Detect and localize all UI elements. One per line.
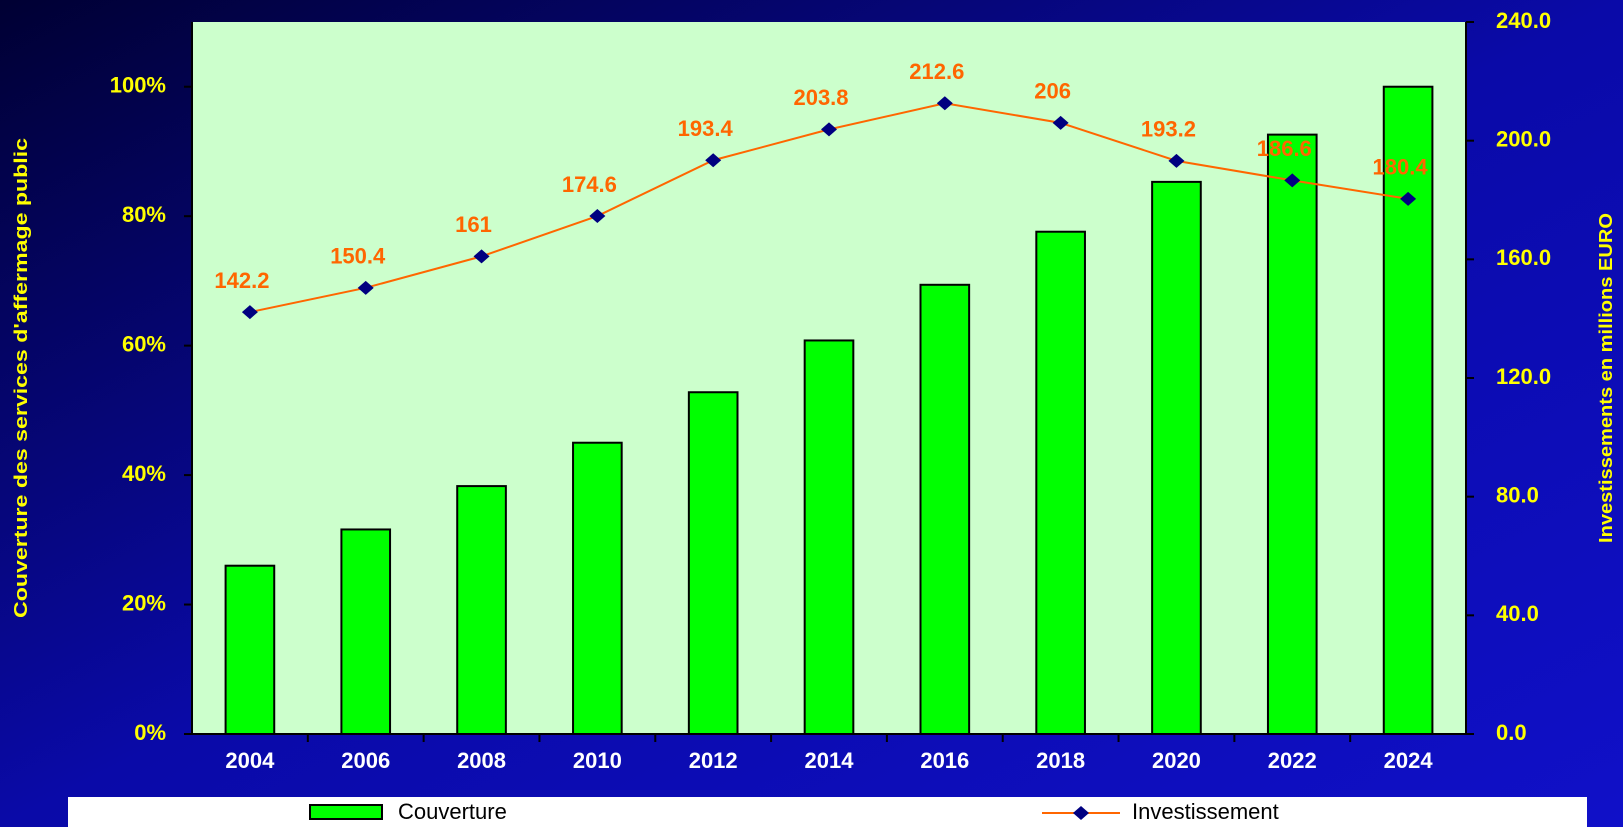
x-tick-label: 2024	[1384, 748, 1434, 773]
x-tick-label: 2018	[1036, 748, 1085, 773]
y-tick-label: 80%	[122, 202, 166, 227]
x-tick-label: 2006	[341, 748, 390, 773]
x-tick-label: 2008	[457, 748, 506, 773]
marker	[821, 122, 837, 137]
data-label: 150.4	[330, 244, 386, 269]
bar	[687, 391, 739, 735]
bar	[456, 485, 507, 735]
bar	[572, 441, 623, 735]
y2-tick-label: 120.0	[1496, 364, 1551, 389]
data-label: 193.4	[678, 116, 734, 141]
x-tick-label: 2010	[573, 748, 622, 773]
x-tick-label: 2012	[689, 748, 738, 773]
y2-axis-title: Investissements en millions EURO	[1596, 213, 1616, 543]
marker	[1284, 173, 1301, 188]
marker	[241, 305, 258, 320]
legend-box	[68, 797, 1587, 827]
y-axis-title: Couverture des services d'affermage publ…	[11, 138, 31, 618]
marker	[705, 153, 722, 168]
data-label: 203.8	[793, 85, 848, 110]
legend-label: Investissement	[1132, 799, 1279, 824]
y-tick-label: 40%	[122, 461, 166, 486]
y2-tick-label: 200.0	[1496, 126, 1551, 151]
y2-tick-label: 0.0	[1496, 720, 1527, 745]
data-label: 212.6	[909, 59, 964, 84]
bar	[1266, 133, 1318, 736]
legend-swatch	[309, 804, 383, 820]
bar	[340, 528, 392, 735]
bar	[1382, 85, 1434, 735]
marker	[936, 96, 953, 111]
y-tick-label: 20%	[122, 590, 166, 615]
bar	[1151, 180, 1202, 736]
y2-tick-label: 80.0	[1496, 482, 1539, 507]
marker	[1052, 115, 1069, 130]
y-tick-label: 100%	[110, 73, 166, 98]
x-tick-label: 2016	[920, 748, 969, 773]
data-label: 206	[1034, 79, 1071, 104]
legend-label: Couverture	[398, 799, 507, 824]
bar	[919, 283, 971, 735]
data-label: 193.2	[1141, 117, 1196, 142]
y-tick-label: 0%	[134, 720, 166, 745]
x-tick-label: 2004	[225, 748, 275, 773]
y2-tick-label: 240.0	[1496, 8, 1551, 33]
marker	[357, 280, 374, 295]
data-label: 161	[455, 212, 492, 237]
y2-tick-label: 160.0	[1496, 245, 1551, 270]
data-label: 142.2	[214, 268, 269, 293]
x-tick-label: 2014	[805, 748, 855, 773]
marker	[473, 249, 490, 264]
marker	[1168, 153, 1185, 168]
legend-marker	[1073, 806, 1089, 820]
y-tick-label: 60%	[122, 331, 166, 356]
x-tick-label: 2022	[1268, 748, 1317, 773]
marker	[589, 209, 606, 224]
data-label: 186.6	[1257, 136, 1312, 161]
x-tick-label: 2020	[1152, 748, 1201, 773]
bar	[1035, 230, 1086, 735]
data-label: 180.4	[1373, 155, 1429, 180]
bar	[803, 339, 855, 735]
bar	[224, 564, 276, 736]
y2-tick-label: 40.0	[1496, 601, 1539, 626]
marker	[1400, 191, 1417, 206]
data-label: 174.6	[562, 172, 617, 197]
